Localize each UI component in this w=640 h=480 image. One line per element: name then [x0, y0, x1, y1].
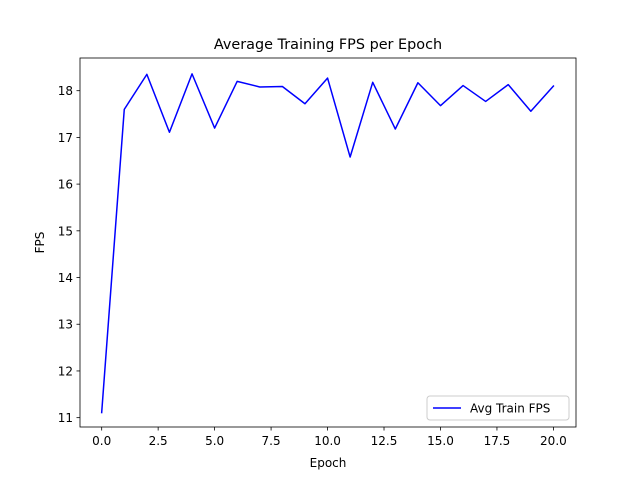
y-tick-label: 18 [58, 84, 73, 98]
y-tick-label: 13 [58, 318, 73, 332]
x-axis-label: Epoch [310, 456, 347, 470]
y-tick-label: 11 [58, 411, 73, 425]
y-axis-label: FPS [33, 232, 47, 254]
chart-title: Average Training FPS per Epoch [214, 37, 442, 53]
x-tick-label: 2.5 [149, 434, 168, 448]
x-tick-label: 7.5 [262, 434, 281, 448]
series-line-0 [100, 73, 555, 414]
x-tick-label: 0.0 [92, 434, 111, 448]
x-tick-label: 20.0 [540, 434, 567, 448]
x-tick-label: 12.5 [371, 434, 398, 448]
x-tick-label: 17.5 [484, 434, 511, 448]
x-tick-label: 5.0 [205, 434, 224, 448]
axes-frame [79, 57, 577, 428]
legend-label-0: Avg Train FPS [470, 401, 550, 415]
x-tick-label: 10.0 [314, 434, 341, 448]
axes: 0.0 2.5 5.0 7.5 10.0 12.5 15.0 17.5 20.0 11 12 13 14… [58, 57, 577, 448]
x-tick-label: 15.0 [427, 434, 454, 448]
plot-area [100, 73, 555, 414]
y-tick-label: 14 [58, 271, 73, 285]
legend-box [426, 395, 570, 421]
legend: Avg Train FPS [426, 395, 570, 421]
y-tick-label: 15 [58, 224, 73, 238]
y-tick-label: 16 [58, 178, 73, 192]
y-tick-label: 12 [58, 364, 73, 378]
y-tick-label: 17 [58, 131, 73, 145]
